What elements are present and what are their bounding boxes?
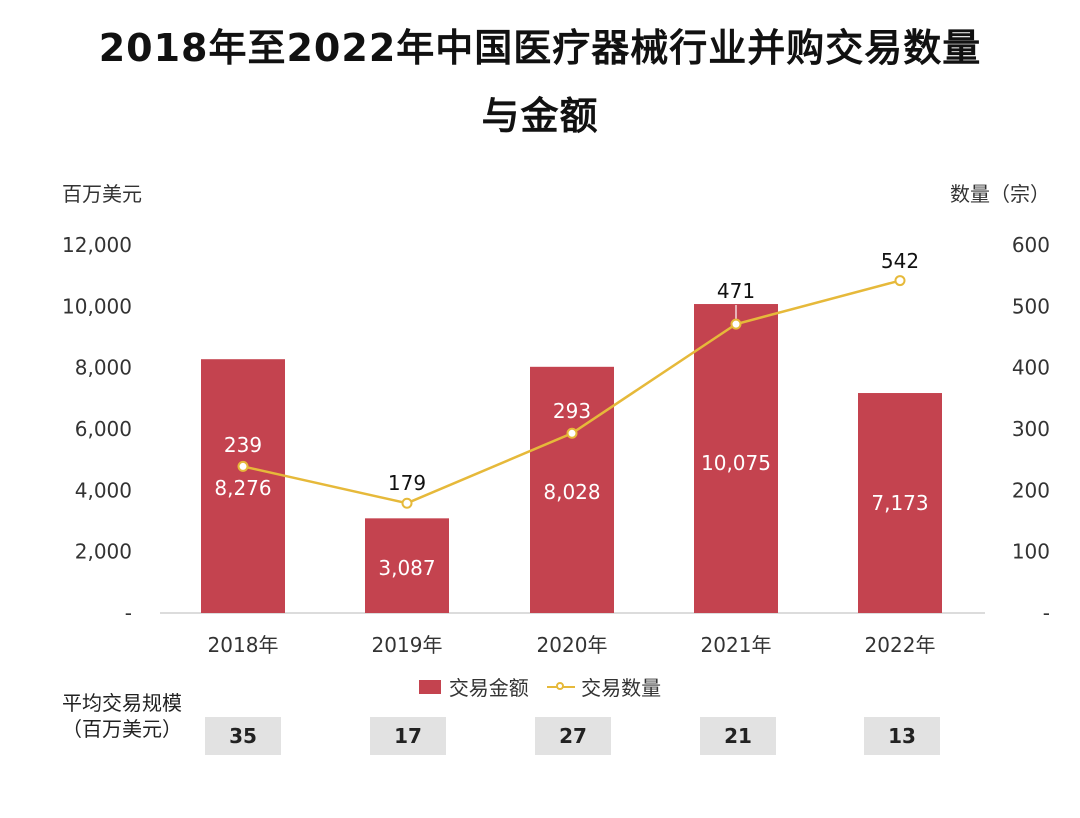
right-axis-tick-label: 300 bbox=[1012, 417, 1050, 441]
bar bbox=[365, 518, 449, 613]
line-data-label: 179 bbox=[388, 471, 426, 495]
line-data-label: 239 bbox=[224, 433, 262, 457]
bar bbox=[858, 393, 942, 613]
count-point bbox=[401, 497, 413, 509]
line-data-label: 471 bbox=[717, 279, 755, 303]
count-point bbox=[730, 318, 742, 330]
bar bbox=[530, 366, 614, 613]
bar-data-label: 7,173 bbox=[871, 491, 928, 515]
left-axis-unit: 百万美元 bbox=[62, 182, 142, 206]
avg-size-box: 17 bbox=[370, 717, 446, 755]
left-axis-tick-label: 12,000 bbox=[62, 233, 132, 257]
right-axis-tick-label: 200 bbox=[1012, 478, 1050, 502]
right-axis-tick-label: 500 bbox=[1012, 294, 1050, 318]
chart-title-line2: 与金额 bbox=[481, 94, 599, 138]
left-axis-tick-label: 6,000 bbox=[75, 417, 132, 441]
count-point bbox=[237, 460, 249, 472]
legend-label-amount: 交易金额 bbox=[448, 676, 529, 700]
line-data-label: 293 bbox=[553, 399, 591, 423]
bar-data-label: 3,087 bbox=[378, 556, 435, 580]
x-axis-tick-label: 2018年 bbox=[208, 633, 279, 657]
right-axis-unit: 数量（宗） bbox=[950, 182, 1050, 206]
legend-item-count: 交易数量 bbox=[547, 672, 661, 701]
right-axis-tick-label: 400 bbox=[1012, 356, 1050, 380]
left-axis-tick-label: 4,000 bbox=[75, 478, 132, 502]
bar-data-label: 8,276 bbox=[214, 476, 271, 500]
right-axis-tick-label: - bbox=[1043, 601, 1050, 625]
legend-item-amount: 交易金额 bbox=[418, 672, 529, 701]
x-axis-tick-label: 2021年 bbox=[701, 633, 772, 657]
left-axis-tick-label: 8,000 bbox=[75, 356, 132, 380]
right-axis-tick-label: 100 bbox=[1012, 540, 1050, 564]
left-axis-tick-label: 2,000 bbox=[75, 540, 132, 564]
legend-label-count: 交易数量 bbox=[581, 676, 662, 700]
chart-title-line1: 2018年至2022年中国医疗器械行业并购交易数量 bbox=[98, 26, 982, 70]
avg-size-box: 21 bbox=[700, 717, 776, 755]
bar bbox=[201, 359, 285, 613]
left-axis-tick-label: - bbox=[125, 601, 132, 625]
right-axis-tick-label: 600 bbox=[1012, 233, 1050, 257]
avg-size-box: 13 bbox=[864, 717, 940, 755]
avg-size-box: 27 bbox=[535, 717, 611, 755]
avg-size-box: 35 bbox=[205, 717, 281, 755]
bar bbox=[694, 304, 778, 613]
bar-data-label: 8,028 bbox=[543, 480, 600, 504]
legend: 交易金额 交易数量 bbox=[0, 672, 1080, 701]
chart-title: 2018年至2022年中国医疗器械行业并购交易数量 与金额 bbox=[0, 14, 1080, 150]
line-data-label: 542 bbox=[881, 249, 919, 273]
count-point bbox=[566, 427, 578, 439]
x-axis-tick-label: 2019年 bbox=[372, 633, 443, 657]
legend-swatch-line bbox=[547, 680, 576, 694]
x-axis-tick-label: 2022年 bbox=[865, 633, 936, 657]
bar-data-label: 10,075 bbox=[701, 451, 771, 475]
x-axis-tick-label: 2020年 bbox=[537, 633, 608, 657]
left-axis-tick-label: 10,000 bbox=[62, 294, 132, 318]
count-point bbox=[894, 275, 906, 287]
legend-swatch-bar bbox=[418, 679, 441, 694]
avg-size-label: 平均交易规模（百万美元） bbox=[62, 691, 182, 741]
